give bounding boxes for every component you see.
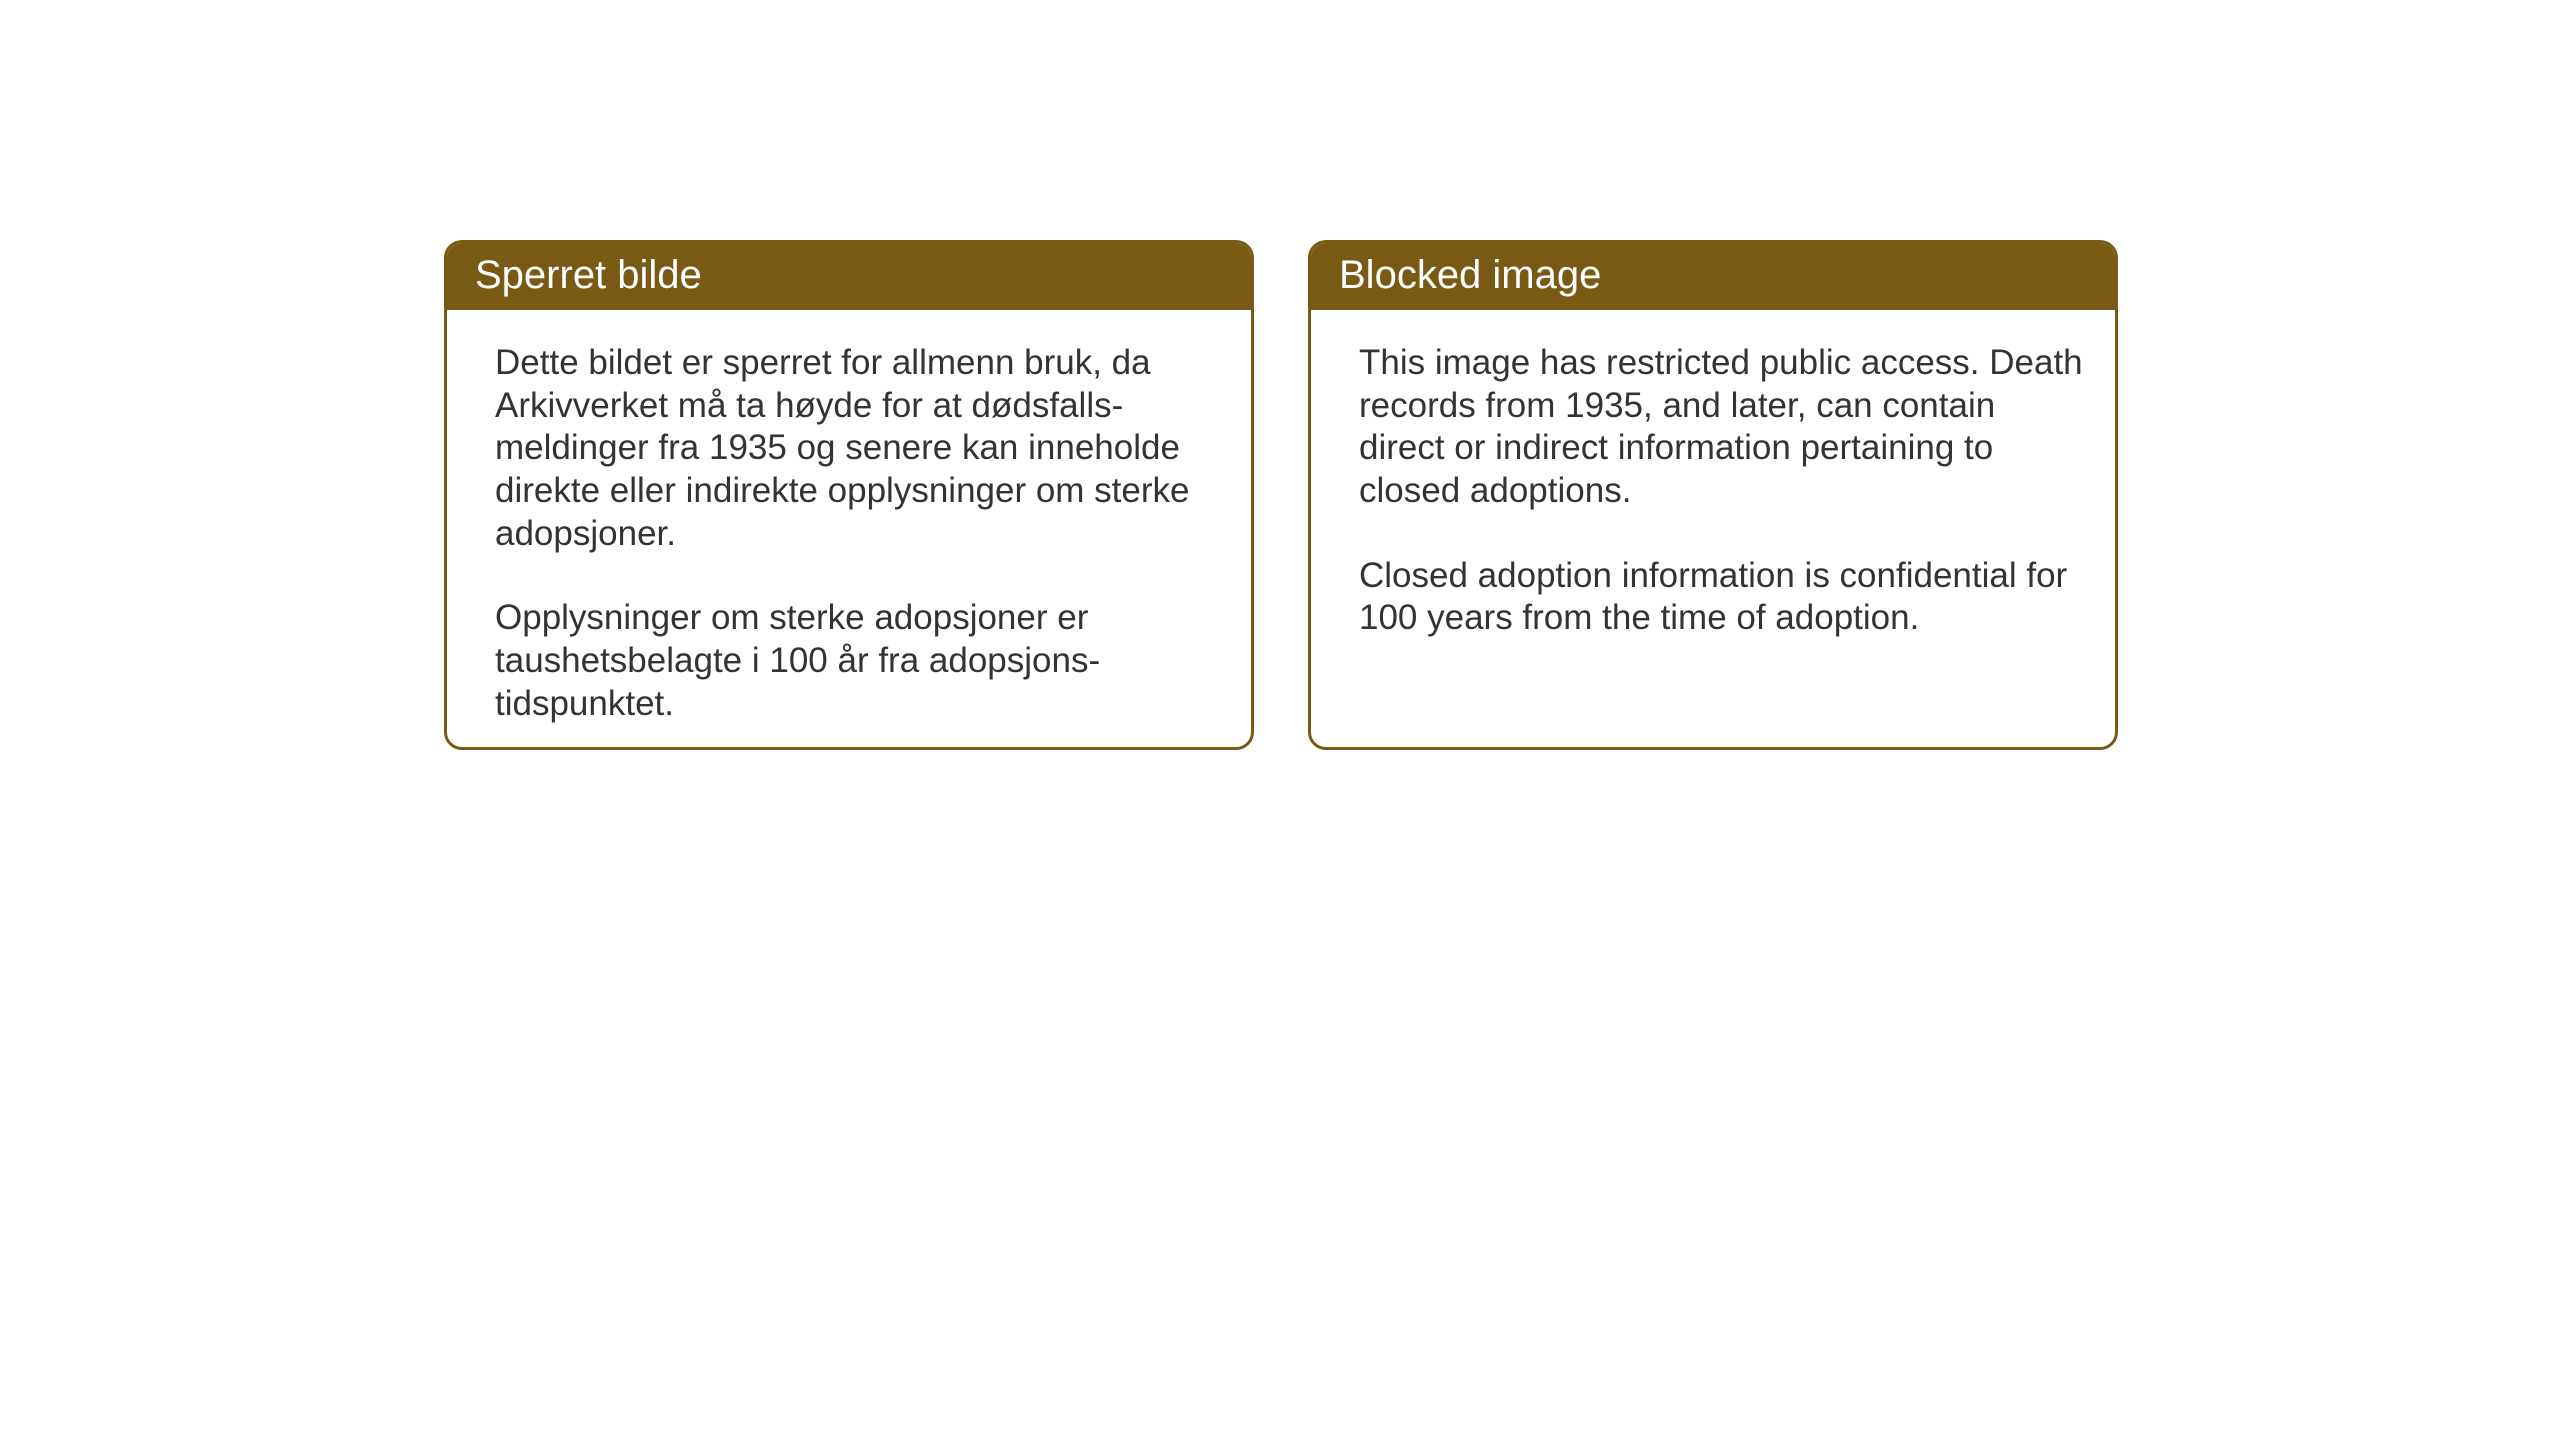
norwegian-paragraph-2: Opplysninger om sterke adopsjoner er tau… [495, 597, 1223, 725]
english-paragraph-1: This image has restricted public access.… [1359, 342, 2087, 513]
norwegian-card-title: Sperret bilde [447, 243, 1251, 310]
norwegian-card-body: Dette bildet er sperret for allmenn bruk… [447, 310, 1251, 750]
cards-container: Sperret bilde Dette bildet er sperret fo… [444, 240, 2118, 750]
norwegian-notice-card: Sperret bilde Dette bildet er sperret fo… [444, 240, 1254, 750]
english-card-body: This image has restricted public access.… [1311, 310, 2115, 747]
english-card-title: Blocked image [1311, 243, 2115, 310]
english-notice-card: Blocked image This image has restricted … [1308, 240, 2118, 750]
norwegian-paragraph-1: Dette bildet er sperret for allmenn bruk… [495, 342, 1223, 555]
english-paragraph-2: Closed adoption information is confident… [1359, 555, 2087, 640]
